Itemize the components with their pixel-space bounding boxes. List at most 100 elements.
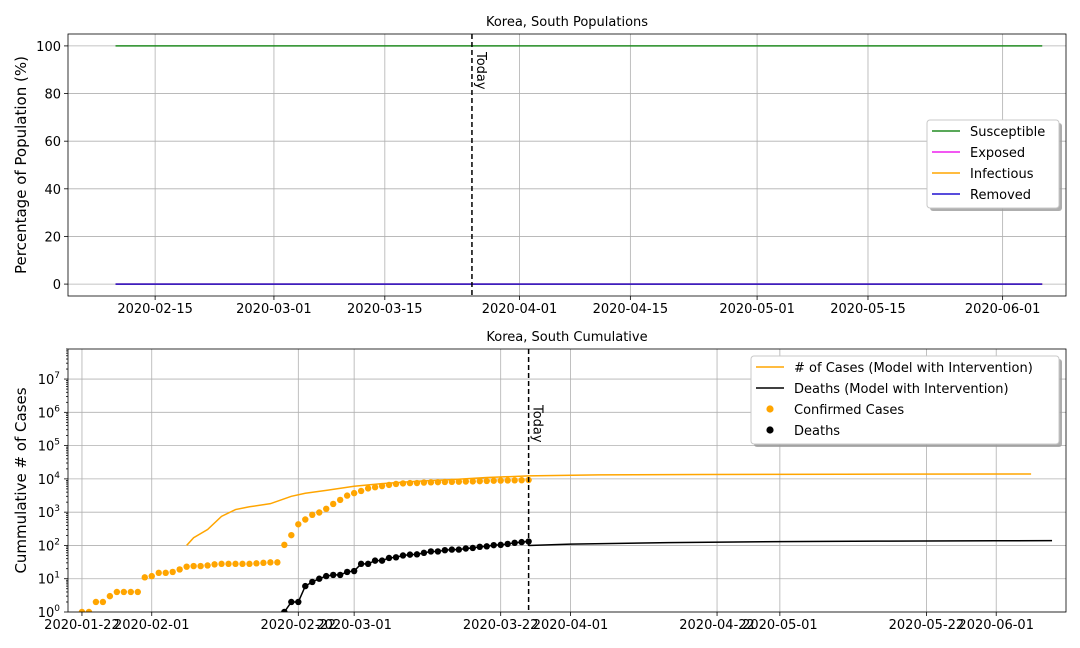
confirmed-cases-point bbox=[392, 480, 400, 488]
deaths-point bbox=[448, 546, 456, 553]
confirmed-cases-point bbox=[371, 484, 379, 491]
confirmed-cases-point bbox=[462, 478, 470, 485]
x-tick-label: 2020-02-22 bbox=[261, 618, 337, 633]
confirmed-cases-point bbox=[490, 477, 497, 484]
confirmed-cases-point bbox=[476, 477, 483, 485]
deaths-point bbox=[406, 551, 414, 558]
cumulative-frame bbox=[67, 348, 1067, 613]
x-tick-label: 2020-05-22 bbox=[889, 618, 965, 633]
confirmed-cases-point bbox=[204, 562, 211, 569]
deaths-point bbox=[357, 560, 365, 568]
deaths-point bbox=[399, 552, 407, 559]
legend-label: Infectious bbox=[970, 167, 1034, 182]
legend-item-deaths-model-with-intervention: Deaths (Model with Intervention) bbox=[756, 382, 1009, 397]
confirmed-cases-point bbox=[274, 559, 281, 566]
y-tick-label: 60 bbox=[44, 135, 61, 150]
legend-item-removed: Removed bbox=[932, 188, 1031, 203]
deaths-point bbox=[511, 539, 518, 547]
confirmed-cases-point bbox=[323, 505, 330, 513]
y-tick-label: 20 bbox=[44, 230, 61, 245]
x-tick-label: 2020-03-15 bbox=[347, 302, 423, 317]
confirmed-cases-point bbox=[316, 509, 323, 516]
legend-label: Susceptible bbox=[970, 125, 1045, 140]
y-tick-label: 103 bbox=[38, 504, 60, 521]
confirmed-cases-point bbox=[288, 531, 295, 539]
legend-label: Confirmed Cases bbox=[794, 403, 904, 418]
deaths-point bbox=[281, 608, 288, 612]
of-cases-model-with-intervention-line bbox=[186, 473, 1032, 546]
confirmed-cases-point bbox=[260, 559, 267, 567]
confirmed-cases-point bbox=[169, 568, 176, 576]
x-tick-label: 2020-06-01 bbox=[958, 618, 1034, 633]
populations-grid bbox=[68, 34, 1066, 296]
confirmed-cases-point bbox=[253, 560, 260, 567]
legend-label: Removed bbox=[970, 188, 1031, 203]
legend-item-deaths: Deaths bbox=[766, 424, 840, 439]
legend-marker bbox=[766, 405, 774, 413]
confirmed-cases-point bbox=[483, 477, 490, 485]
confirmed-cases-point bbox=[190, 562, 197, 570]
legend-item-infectious: Infectious bbox=[932, 167, 1034, 182]
confirmed-cases-point bbox=[113, 588, 121, 596]
y-tick-label: 107 bbox=[38, 371, 60, 388]
confirmed-cases-point bbox=[295, 521, 302, 528]
legend-label: Deaths (Model with Intervention) bbox=[794, 382, 1009, 397]
y-tick-label: 80 bbox=[44, 88, 61, 103]
x-tick-label: 2020-03-22 bbox=[463, 618, 539, 633]
confirmed-cases-point bbox=[99, 598, 107, 606]
confirmed-cases-point bbox=[120, 588, 128, 596]
deaths-point bbox=[336, 571, 344, 579]
deaths-point bbox=[483, 543, 490, 550]
confirmed-cases-point bbox=[162, 569, 169, 577]
confirmed-cases-point bbox=[434, 478, 442, 486]
confirmed-cases-point bbox=[469, 478, 476, 485]
deaths-point bbox=[378, 557, 386, 564]
confirmed-cases-point bbox=[350, 489, 358, 497]
confirmed-cases-point bbox=[218, 560, 225, 568]
confirmed-cases-point bbox=[364, 485, 372, 492]
legend-item-exposed: Exposed bbox=[932, 146, 1025, 161]
confirmed-cases-point bbox=[504, 477, 511, 484]
legend-item-confirmed-cases: Confirmed Cases bbox=[766, 403, 904, 418]
legend-item-susceptible: Susceptible bbox=[932, 125, 1045, 140]
deaths-point bbox=[385, 554, 393, 562]
cumulative-legend: # of Cases (Model with Intervention) Deat… bbox=[750, 355, 1062, 447]
confirmed-cases-point bbox=[378, 482, 386, 490]
cumulative-series bbox=[78, 473, 1053, 612]
y-tick-label: 106 bbox=[38, 404, 61, 421]
legend-box bbox=[926, 119, 1060, 209]
legend-label: # of Cases (Model with Intervention) bbox=[794, 361, 1033, 376]
x-tick-label: 2020-04-01 bbox=[533, 618, 609, 633]
x-tick-label: 2020-05-15 bbox=[830, 302, 906, 317]
confirmed-cases-point bbox=[448, 478, 456, 486]
confirmed-cases-point bbox=[511, 477, 518, 484]
deaths-point bbox=[295, 598, 302, 606]
confirmed-cases-point bbox=[155, 569, 162, 577]
confirmed-cases-point bbox=[497, 477, 504, 484]
confirmed-cases-point bbox=[211, 561, 218, 568]
confirmed-cases-point bbox=[302, 516, 309, 523]
x-tick-label: 2020-06-01 bbox=[965, 302, 1041, 317]
confirmed-cases-point bbox=[141, 574, 148, 581]
x-tick-label: 2020-04-01 bbox=[482, 302, 558, 317]
deaths-point bbox=[490, 541, 497, 549]
confirmed-cases-point bbox=[246, 560, 253, 568]
deaths-point bbox=[427, 548, 435, 555]
deaths-model-with-intervention-line bbox=[528, 539, 1053, 547]
legend-box bbox=[750, 355, 1060, 445]
cumulative-title: Korea, South Cumulative bbox=[486, 330, 647, 345]
deaths-point bbox=[462, 545, 470, 552]
populations-ylabel: Percentage of Population (%) bbox=[12, 56, 30, 274]
populations-legend: Susceptible Exposed Infectious Removed bbox=[926, 119, 1062, 211]
confirmed-cases-point bbox=[85, 608, 93, 612]
confirmed-cases-point bbox=[518, 476, 525, 484]
deaths-point bbox=[350, 567, 358, 575]
y-tick-label: 104 bbox=[38, 471, 61, 488]
populations-x-ticks: 2020-02-15 2020-03-01 2020-03-15 2020-04-01… bbox=[117, 296, 1040, 317]
deaths-point bbox=[371, 557, 379, 564]
confirmed-cases-point bbox=[385, 481, 393, 489]
deaths-point bbox=[288, 598, 295, 606]
confirmed-cases-point bbox=[281, 541, 288, 549]
